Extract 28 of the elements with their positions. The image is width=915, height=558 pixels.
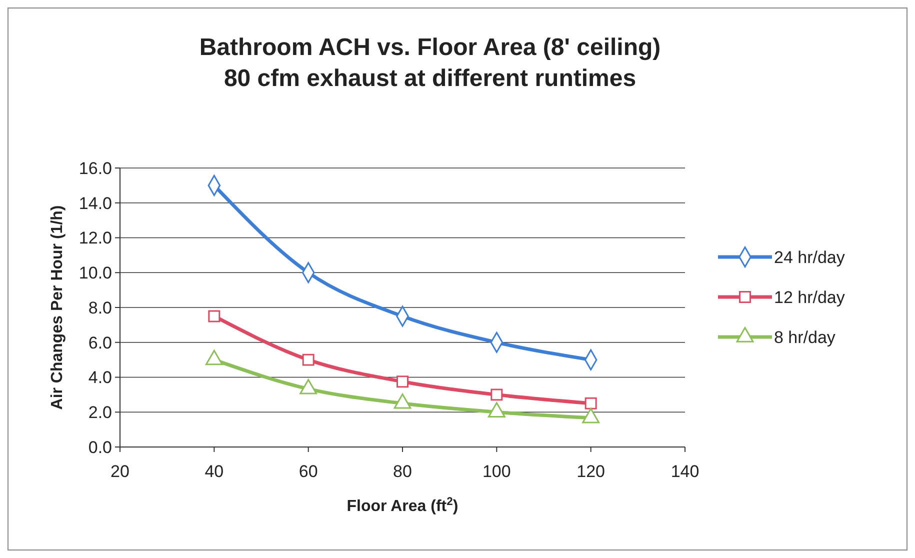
chart-title: Bathroom ACH vs. Floor Area (8' ceiling) xyxy=(199,34,661,61)
y-tick-label: 12.0 xyxy=(78,228,112,248)
legend-label: 8 hr/day xyxy=(774,328,836,347)
x-tick-label: 60 xyxy=(298,462,318,481)
x-axis-title: Floor Area (ft$^{2}$) xyxy=(346,496,458,515)
point xyxy=(490,388,503,401)
x-tick-label: 100 xyxy=(482,462,511,481)
x-tick-label: 120 xyxy=(576,462,606,481)
legend-label: 12 hr/day xyxy=(774,288,846,307)
y-axis-title: Air Changes Per Hour (1/h) xyxy=(49,205,66,410)
legend-label: 24 hr/day xyxy=(774,248,846,267)
x-tick-label: 20 xyxy=(110,462,130,481)
point xyxy=(584,397,597,410)
x-tick-label: 80 xyxy=(393,462,412,481)
point xyxy=(208,310,220,322)
x-tick-label: 140 xyxy=(670,462,700,481)
point xyxy=(396,376,408,388)
y-tick-label: 10.0 xyxy=(78,264,112,283)
y-tick-label: 2.0 xyxy=(88,403,112,422)
chart-subtitle: 80 cfm exhaust at different runtimes xyxy=(224,65,636,92)
y-tick-label: 14.0 xyxy=(78,194,112,213)
y-tick-label: 0.0 xyxy=(88,438,112,457)
point xyxy=(302,354,314,366)
x-tick-label: 40 xyxy=(204,462,224,481)
y-tick-label: 4.0 xyxy=(88,368,112,388)
y-tick-label: 16.0 xyxy=(78,158,112,178)
y-tick-label: 6.0 xyxy=(88,333,112,352)
y-tick-label: 8.0 xyxy=(88,298,112,318)
